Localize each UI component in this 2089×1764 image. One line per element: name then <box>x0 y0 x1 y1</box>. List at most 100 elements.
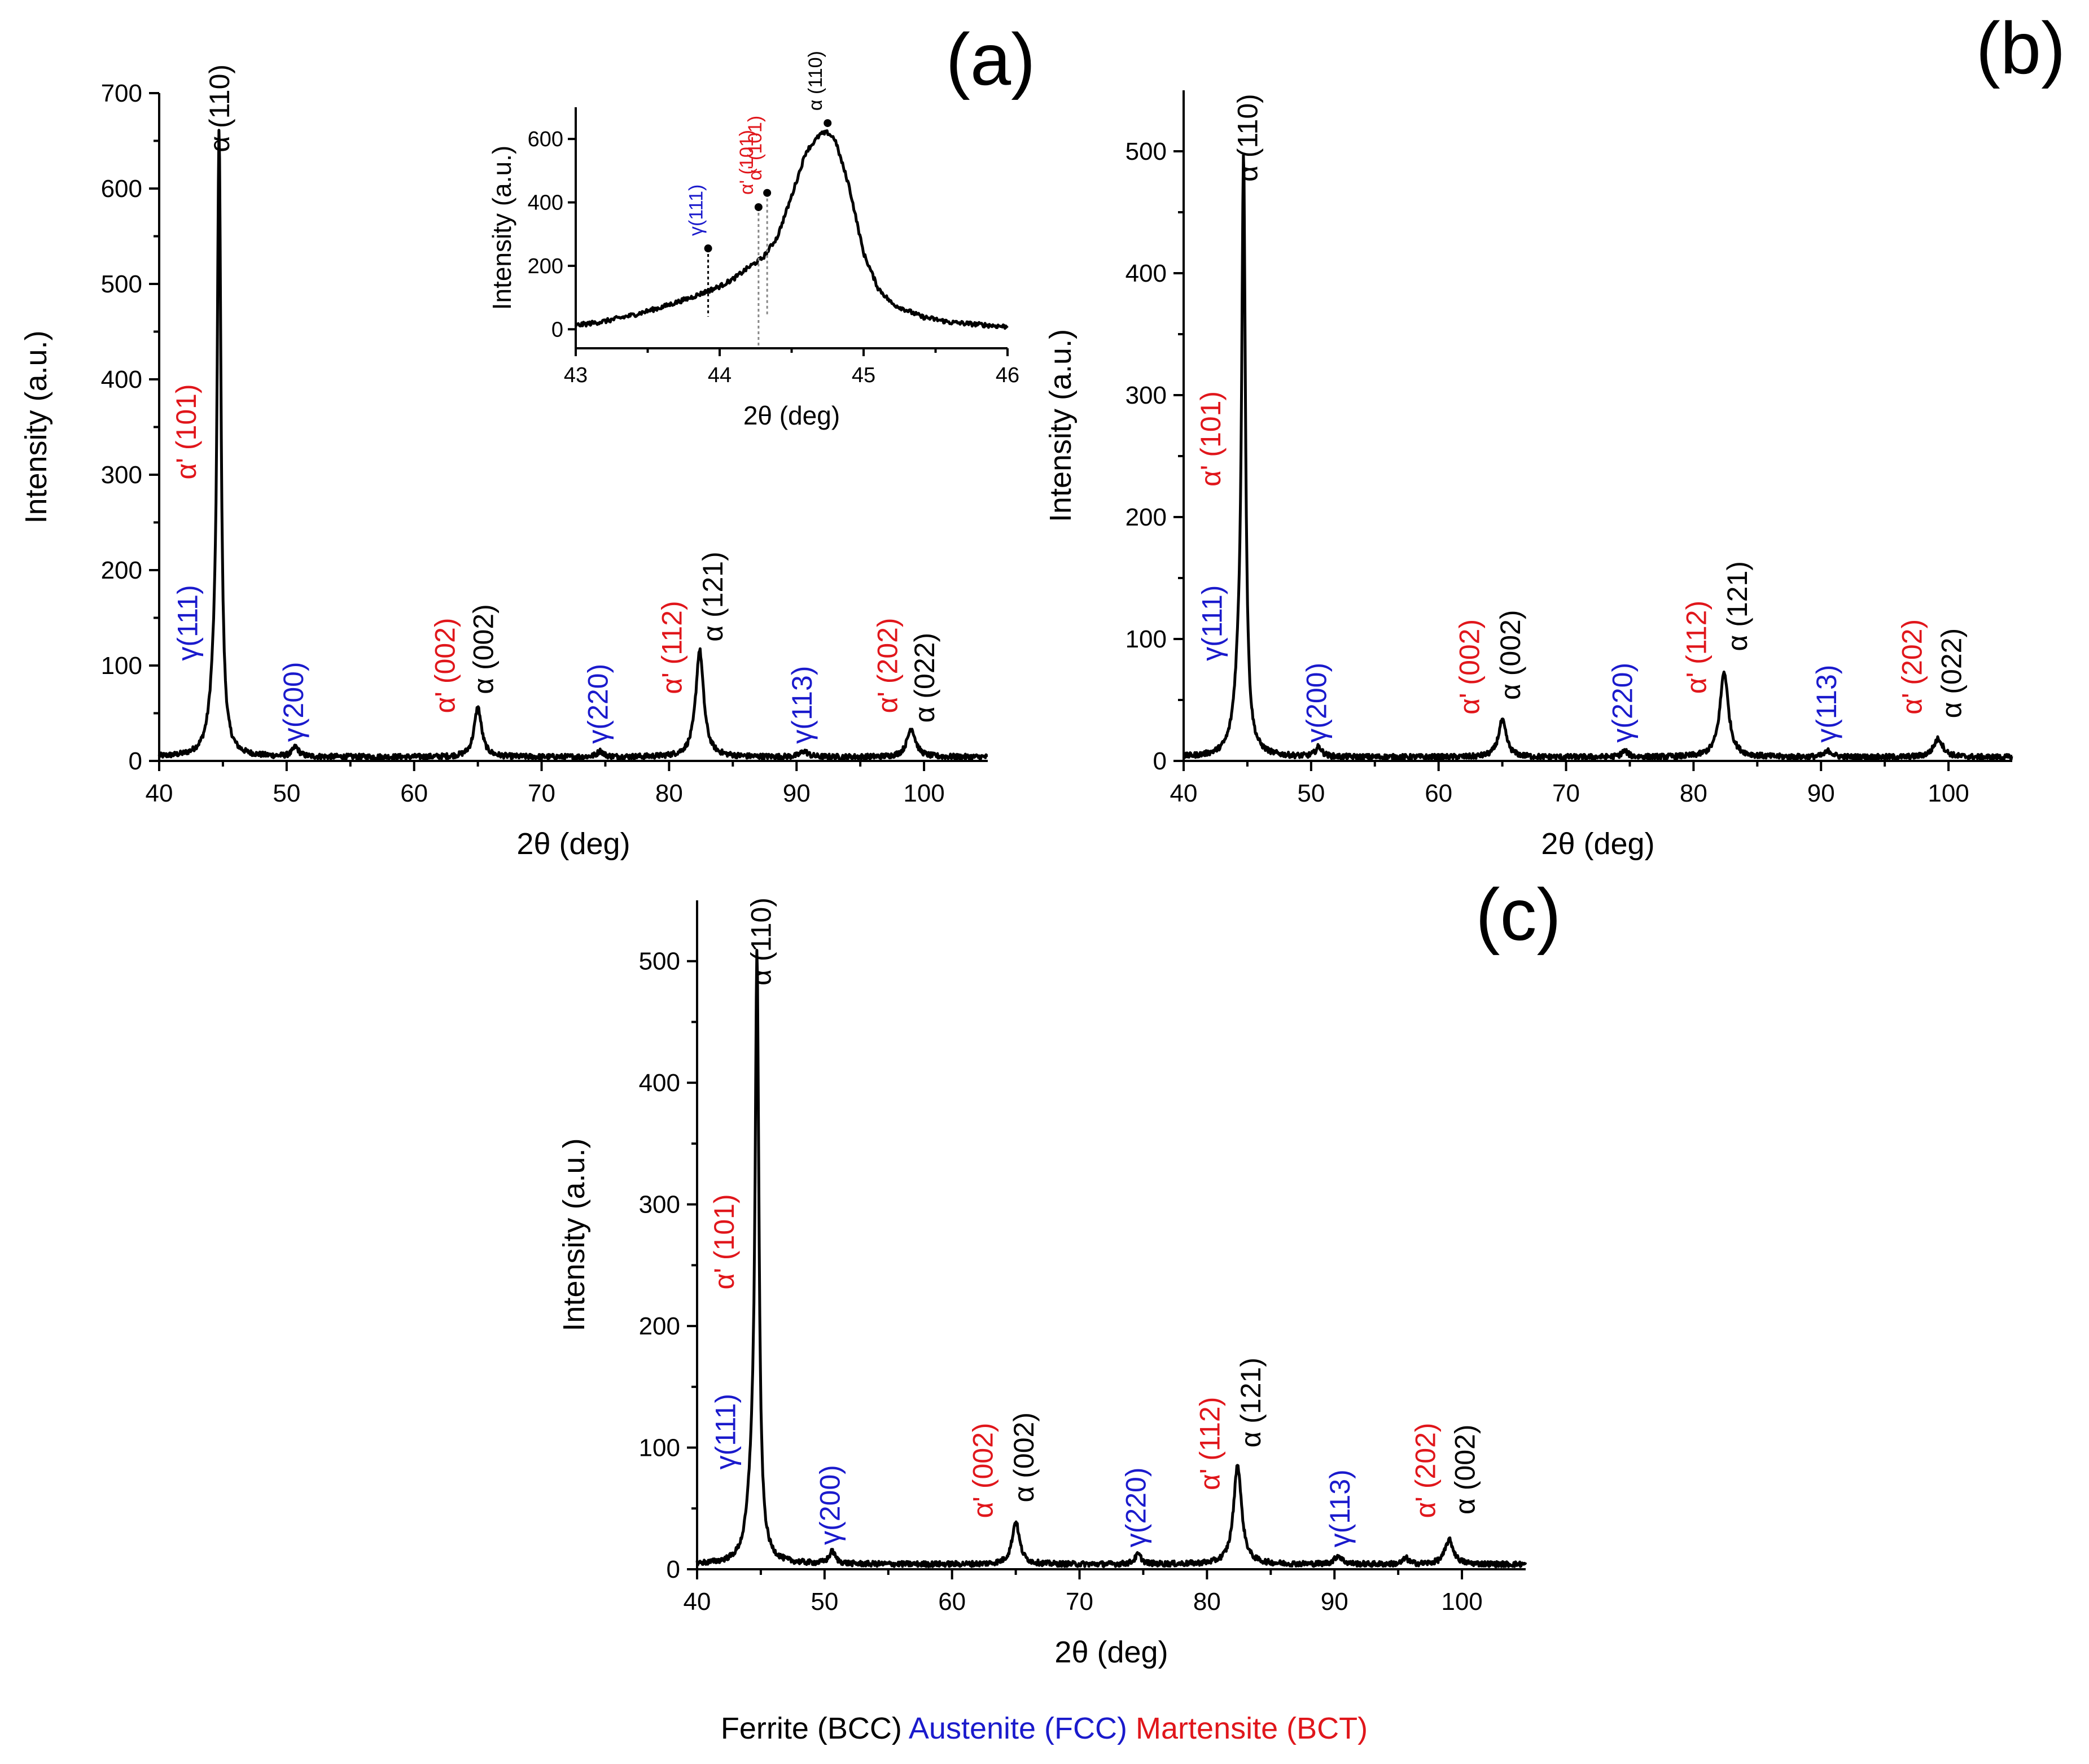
xrd-trace <box>1182 154 2013 761</box>
x-tick-label: 80 <box>1680 780 1707 807</box>
inset-x-tick-label: 43 <box>564 364 588 387</box>
inset-peak-label: α' (101) <box>744 116 766 181</box>
x-axis-title: 2θ (deg) <box>516 827 630 861</box>
y-tick-label: 100 <box>101 652 142 680</box>
peak-label: γ(200) <box>814 1465 846 1545</box>
inset-x-tick-label: 45 <box>852 364 875 387</box>
inset-chart: 43 44 45 46 0 200 400 600 2θ (deg) Intensity (a.u… <box>487 51 1019 430</box>
peak-label: γ(220) <box>1120 1467 1152 1547</box>
x-tick-label: 60 <box>938 1588 966 1616</box>
x-tick-label: 40 <box>146 780 173 807</box>
xrd-trace <box>157 129 989 761</box>
inset-peak-label: γ(111) <box>686 185 707 236</box>
peak-label: α' (101) <box>1195 391 1227 487</box>
x-tick-label: 80 <box>1193 1588 1221 1616</box>
x-axis-title: 2θ (deg) <box>1541 827 1654 861</box>
peak-label: α' (112) <box>1194 1397 1226 1490</box>
y-tick-label: 300 <box>639 1191 680 1219</box>
peak-label: γ(111) <box>1196 585 1228 661</box>
y-axis-title: Intensity (a.u.) <box>557 1138 591 1331</box>
x-axis-title: 2θ (deg) <box>1054 1635 1168 1669</box>
x-tick-label: 90 <box>783 780 811 807</box>
x-tick-label: 60 <box>1425 780 1452 807</box>
y-tick-label: 400 <box>639 1069 680 1097</box>
peak-label: α (002) <box>1449 1425 1481 1515</box>
inset-y-axis-title: Intensity (a.u.) <box>487 146 516 310</box>
peak-label: γ(113) <box>1811 665 1842 743</box>
x-tick-label: 100 <box>903 780 944 807</box>
y-tick-label: 0 <box>1153 747 1167 775</box>
x-tick-label: 70 <box>1066 1588 1093 1616</box>
peak-label: α (022) <box>1935 628 1967 719</box>
y-tick-label: 400 <box>1125 260 1167 287</box>
inset-x-tick-label: 44 <box>708 364 732 387</box>
y-tick-label: 600 <box>101 175 142 203</box>
peak-label: α' (101) <box>708 1194 740 1289</box>
y-tick-label: 200 <box>101 557 142 584</box>
inset-y-tick-label: 200 <box>528 255 563 278</box>
inset-peak-marker <box>763 189 772 197</box>
inset-peak-marker <box>824 119 832 128</box>
legend-ferrite: Ferrite (BCC) <box>721 1712 902 1745</box>
x-tick-label: 50 <box>273 780 300 807</box>
peak-label: α' (101) <box>170 384 202 479</box>
y-tick-label: 500 <box>101 270 142 298</box>
panel-label-b: (b) <box>1976 7 2066 89</box>
peak-label: α' (112) <box>1681 601 1713 694</box>
peak-label: γ(111) <box>710 1394 741 1469</box>
peak-label: α (110) <box>746 898 777 986</box>
inset-peak-marker <box>704 244 712 253</box>
panel-c: 40 50 60 70 80 90 100 0 100 200 300 400 500 2θ (deg) I… <box>557 898 1527 1669</box>
x-tick-label: 80 <box>655 780 683 807</box>
y-tick-label: 200 <box>1125 504 1167 531</box>
x-tick-label: 60 <box>400 780 428 807</box>
peak-label: γ(220) <box>583 664 614 744</box>
peak-label: γ(200) <box>278 662 309 742</box>
y-tick-label: 100 <box>1125 625 1167 653</box>
peak-label: γ(113) <box>786 666 818 744</box>
peak-label: γ(113) <box>1324 1469 1356 1547</box>
inset-y-tick-label: 0 <box>551 318 563 342</box>
x-tick-label: 70 <box>1552 780 1580 807</box>
inset-x-axis-title: 2θ (deg) <box>743 401 840 430</box>
y-tick-label: 100 <box>639 1434 680 1462</box>
xrd-trace <box>695 949 1527 1568</box>
y-tick-label: 700 <box>101 80 142 107</box>
inset-y-tick-label: 400 <box>528 191 563 215</box>
x-tick-label: 100 <box>1928 780 1969 807</box>
y-tick-label: 300 <box>1125 382 1167 409</box>
peak-label: γ(111) <box>172 585 203 660</box>
inset-peak-label: α' (101) <box>736 130 757 195</box>
legend-martensite: Martensite (BCT) <box>1136 1712 1368 1745</box>
x-tick-label: 40 <box>684 1588 711 1616</box>
x-tick-label: 40 <box>1170 780 1198 807</box>
x-tick-label: 90 <box>1321 1588 1348 1616</box>
inset-peak-label: α (110) <box>805 51 826 111</box>
panel-label-a: (a) <box>946 18 1036 100</box>
y-tick-label: 300 <box>101 461 142 489</box>
peak-label: α' (002) <box>967 1422 999 1518</box>
x-tick-label: 70 <box>528 780 555 807</box>
y-tick-label: 0 <box>129 747 142 775</box>
peak-label: α' (002) <box>430 618 461 713</box>
peak-label: α (110) <box>204 64 235 152</box>
x-tick-label: 90 <box>1807 780 1835 807</box>
peak-label: α (121) <box>1235 1358 1267 1448</box>
y-tick-label: 0 <box>667 1556 680 1583</box>
panel-b: 40 50 60 70 80 90 100 0 100 200 300 400 500 2θ (deg) I… <box>1044 90 2013 861</box>
y-axis-title: Intensity (a.u.) <box>1044 329 1078 522</box>
y-tick-label: 400 <box>101 366 142 393</box>
inset-trace <box>574 129 1009 330</box>
y-axis-title: Intensity (a.u.) <box>19 330 53 523</box>
x-tick-label: 50 <box>811 1588 838 1616</box>
peak-label: α' (202) <box>871 618 903 713</box>
peak-label: γ(200) <box>1301 663 1333 743</box>
panel-a: 40 50 60 70 80 90 100 0 100 200 300 400 500 600 700 2θ … <box>19 51 1019 861</box>
y-tick-label: 200 <box>639 1312 680 1340</box>
peak-label: α (002) <box>1008 1412 1040 1503</box>
peak-label: γ(220) <box>1607 663 1639 743</box>
peak-label: α' (202) <box>1409 1422 1441 1518</box>
panel-label-c: (c) <box>1475 873 1561 956</box>
peak-label: α (002) <box>1495 610 1526 700</box>
